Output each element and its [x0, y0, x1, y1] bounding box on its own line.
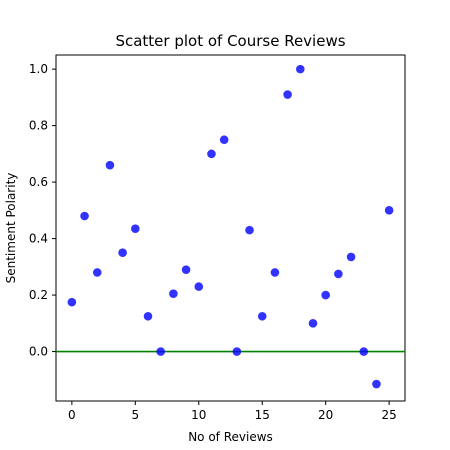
chart-title: Scatter plot of Course Reviews [115, 32, 345, 50]
data-point [334, 269, 343, 279]
data-point [105, 160, 115, 170]
plot-area: 0 5 10 15 20 25 0.0 0.2 0.4 0.6 0.8 1.0 [29, 54, 406, 422]
x-tick-label: 20 [318, 408, 333, 422]
x-tick-label: 10 [191, 408, 206, 422]
data-point [194, 282, 204, 291]
data-point [92, 268, 102, 277]
data-point [296, 64, 305, 74]
data-point [384, 206, 394, 215]
y-tick-label: 0.8 [29, 119, 48, 133]
data-point [245, 225, 254, 235]
data-point [359, 347, 369, 356]
y-tick-label: 0.2 [29, 288, 48, 302]
data-point [372, 379, 381, 389]
data-point [308, 319, 318, 328]
plot-frame [55, 54, 406, 402]
data-point [118, 248, 127, 258]
y-tick-label: 0.0 [29, 345, 48, 359]
data-point [67, 297, 77, 307]
data-point [270, 268, 280, 277]
x-tick-label: 25 [381, 408, 396, 422]
data-point [257, 311, 267, 321]
data-point [181, 265, 191, 274]
data-point [232, 347, 242, 356]
data-point [80, 211, 89, 221]
data-point [131, 224, 140, 234]
data-point [207, 149, 216, 159]
x-tick-label: 15 [255, 408, 270, 422]
x-tick-label: 0 [68, 408, 76, 422]
y-tick-label: 0.6 [29, 175, 48, 189]
x-axis-label: No of Reviews [188, 430, 273, 444]
data-point [156, 347, 165, 356]
data-point [143, 311, 153, 321]
y-tick-label: 1.0 [29, 62, 48, 76]
data-point [346, 252, 356, 262]
data-point [283, 90, 292, 99]
y-tick-label: 0.4 [29, 232, 48, 246]
data-point [321, 290, 330, 300]
data-point [169, 289, 178, 298]
data-point [219, 135, 229, 145]
y-axis-label: Sentiment Polarity [4, 173, 18, 284]
x-tick-label: 5 [131, 408, 139, 422]
